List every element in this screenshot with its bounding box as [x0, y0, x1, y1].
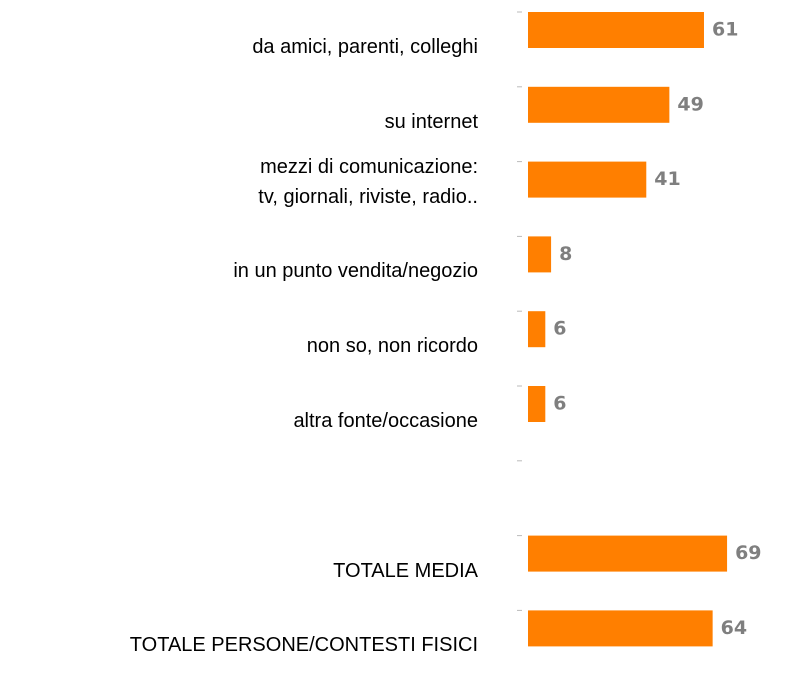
category-label: da amici, parenti, colleghi: [252, 36, 478, 58]
category-label: mezzi di comunicazione: tv, giornali, ri…: [258, 155, 478, 208]
category-label: su internet: [384, 110, 478, 133]
bar: [528, 86, 670, 123]
value-label: 69: [735, 542, 761, 564]
value-label: 61: [712, 19, 738, 41]
value-label: 6: [553, 318, 566, 340]
bar: [528, 236, 552, 273]
value-label: 41: [654, 168, 680, 190]
bar: [528, 535, 728, 572]
category-label: TOTALE MEDIA: [333, 559, 478, 582]
category-label: altra fonte/occasione: [293, 410, 478, 432]
value-label: 64: [721, 617, 747, 639]
bar: [528, 311, 546, 348]
value-label: 6: [553, 393, 566, 415]
bar: [528, 161, 647, 198]
category-label: TOTALE PERSONE/CONTESTI FISICI: [129, 634, 478, 657]
category-label: in un punto vendita/negozio: [233, 260, 478, 283]
category-label: non so, non ricordo: [306, 335, 478, 358]
value-label: 8: [559, 243, 572, 265]
bar: [528, 610, 713, 647]
bar: [528, 386, 546, 422]
value-label: 49: [677, 93, 703, 115]
bar: [528, 12, 704, 48]
